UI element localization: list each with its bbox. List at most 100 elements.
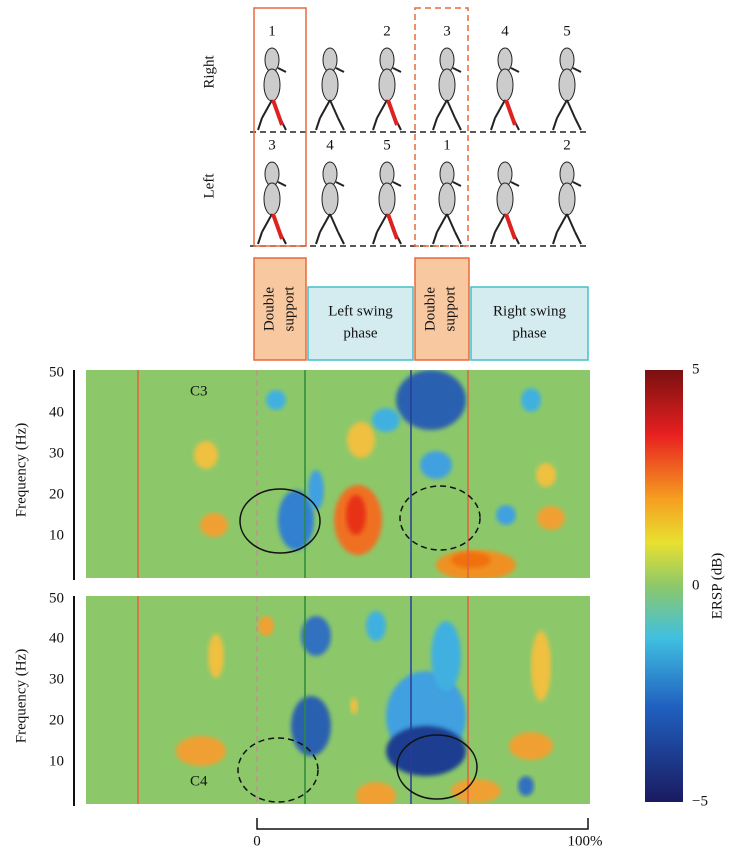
highlight-circle	[239, 488, 321, 554]
walker	[372, 161, 402, 245]
heatmap-blob	[194, 441, 218, 469]
x-tick-label: 100%	[568, 833, 603, 849]
muscle	[504, 213, 517, 240]
walker	[432, 47, 462, 131]
heatmap-bg	[86, 370, 590, 578]
heatmap-blob	[291, 696, 331, 756]
heatmap-blob	[350, 698, 358, 714]
phase-label: phase	[343, 325, 377, 341]
colorbar	[645, 370, 683, 802]
phase-box	[414, 257, 470, 361]
heatmap-bg	[86, 596, 590, 804]
colorbar-tick-label: 0	[692, 577, 700, 593]
step-number: 4	[326, 137, 334, 153]
walker	[315, 161, 345, 245]
colorbar-tick-label: −5	[692, 793, 708, 809]
walker	[315, 47, 345, 131]
heatmap-blob	[258, 616, 274, 636]
y-tick-label: 10	[49, 527, 64, 543]
heatmap-blob	[596, 472, 616, 528]
phase-label: support	[442, 286, 458, 332]
phase-label: Double	[261, 287, 277, 332]
heatmap-blob	[308, 470, 324, 510]
walker	[257, 161, 287, 245]
y-tick-label: 10	[49, 753, 64, 769]
phase-label: Right swing	[493, 303, 566, 319]
y-tick-label: 40	[49, 404, 64, 420]
heatmap	[194, 370, 618, 578]
heatmap-blob	[594, 390, 618, 410]
phase-box	[307, 286, 414, 361]
y-tick-label: 40	[49, 630, 64, 646]
heatmap-blob	[531, 631, 551, 701]
heatmap-blob	[451, 779, 501, 803]
heatmap-blob	[372, 408, 400, 432]
step-box	[414, 7, 469, 247]
heatmap-blob	[356, 782, 396, 804]
heatmap-blob	[347, 422, 375, 458]
step-number: 3	[268, 137, 276, 153]
phase-label: Double	[422, 287, 438, 332]
y-tick-label: 20	[49, 486, 64, 502]
step-number: 3	[443, 23, 451, 39]
walker	[490, 161, 520, 245]
heatmap-blob	[266, 390, 286, 410]
row-label: Left	[201, 173, 217, 199]
walker	[552, 47, 582, 131]
muscle	[271, 213, 284, 240]
y-tick-label: 50	[49, 590, 64, 606]
heatmap-blob	[521, 388, 541, 412]
highlight-circle	[399, 485, 481, 551]
walker	[552, 161, 582, 245]
step-number: 2	[383, 23, 391, 39]
walker	[432, 161, 462, 245]
walker	[490, 47, 520, 131]
phase-label: support	[281, 286, 297, 332]
heatmap-blob	[420, 451, 452, 479]
heatmap-blob	[301, 616, 331, 656]
heatmap	[176, 611, 553, 804]
muscle	[386, 99, 399, 126]
walker	[372, 47, 402, 131]
phase-label: Left swing	[328, 303, 393, 319]
phase-box	[470, 286, 589, 361]
heatmap-blob	[431, 621, 461, 691]
step-number: 1	[443, 137, 451, 153]
heatmap-blob	[496, 505, 516, 525]
colorbar-tick-label: 5	[692, 361, 700, 377]
step-number: 5	[563, 23, 571, 39]
highlight-circle	[396, 734, 478, 800]
heatmap-blob	[451, 552, 491, 568]
muscle	[504, 99, 517, 126]
panel-label: C3	[190, 383, 208, 399]
y-axis-label: Frequency (Hz)	[13, 649, 29, 744]
heatmap-blob	[200, 513, 228, 537]
y-tick-label: 30	[49, 671, 64, 687]
heatmap-blob	[537, 506, 565, 530]
heatmap-blob	[396, 370, 466, 430]
y-axis-label: Frequency (Hz)	[13, 423, 29, 518]
phase-box	[253, 257, 307, 361]
step-box	[253, 7, 307, 247]
phase-label: phase	[512, 325, 546, 341]
heatmap-blob	[208, 634, 224, 678]
muscle	[386, 213, 399, 240]
heatmap-blob	[386, 726, 466, 776]
heatmap-blob	[509, 732, 553, 760]
step-number: 5	[383, 137, 391, 153]
heatmap-blob	[366, 611, 386, 641]
colorbar-label: ERSP (dB)	[709, 553, 725, 620]
panel-label: C4	[190, 773, 208, 789]
step-number: 4	[501, 23, 509, 39]
walker	[257, 47, 287, 131]
muscle	[271, 99, 284, 126]
y-tick-label: 30	[49, 445, 64, 461]
y-tick-label: 20	[49, 712, 64, 728]
step-number: 1	[268, 23, 276, 39]
heatmap-blob	[536, 463, 556, 487]
row-label: Right	[201, 54, 217, 88]
x-tick-label: 0	[253, 833, 261, 849]
heatmap-blob	[346, 495, 366, 535]
highlight-circle	[237, 737, 319, 803]
